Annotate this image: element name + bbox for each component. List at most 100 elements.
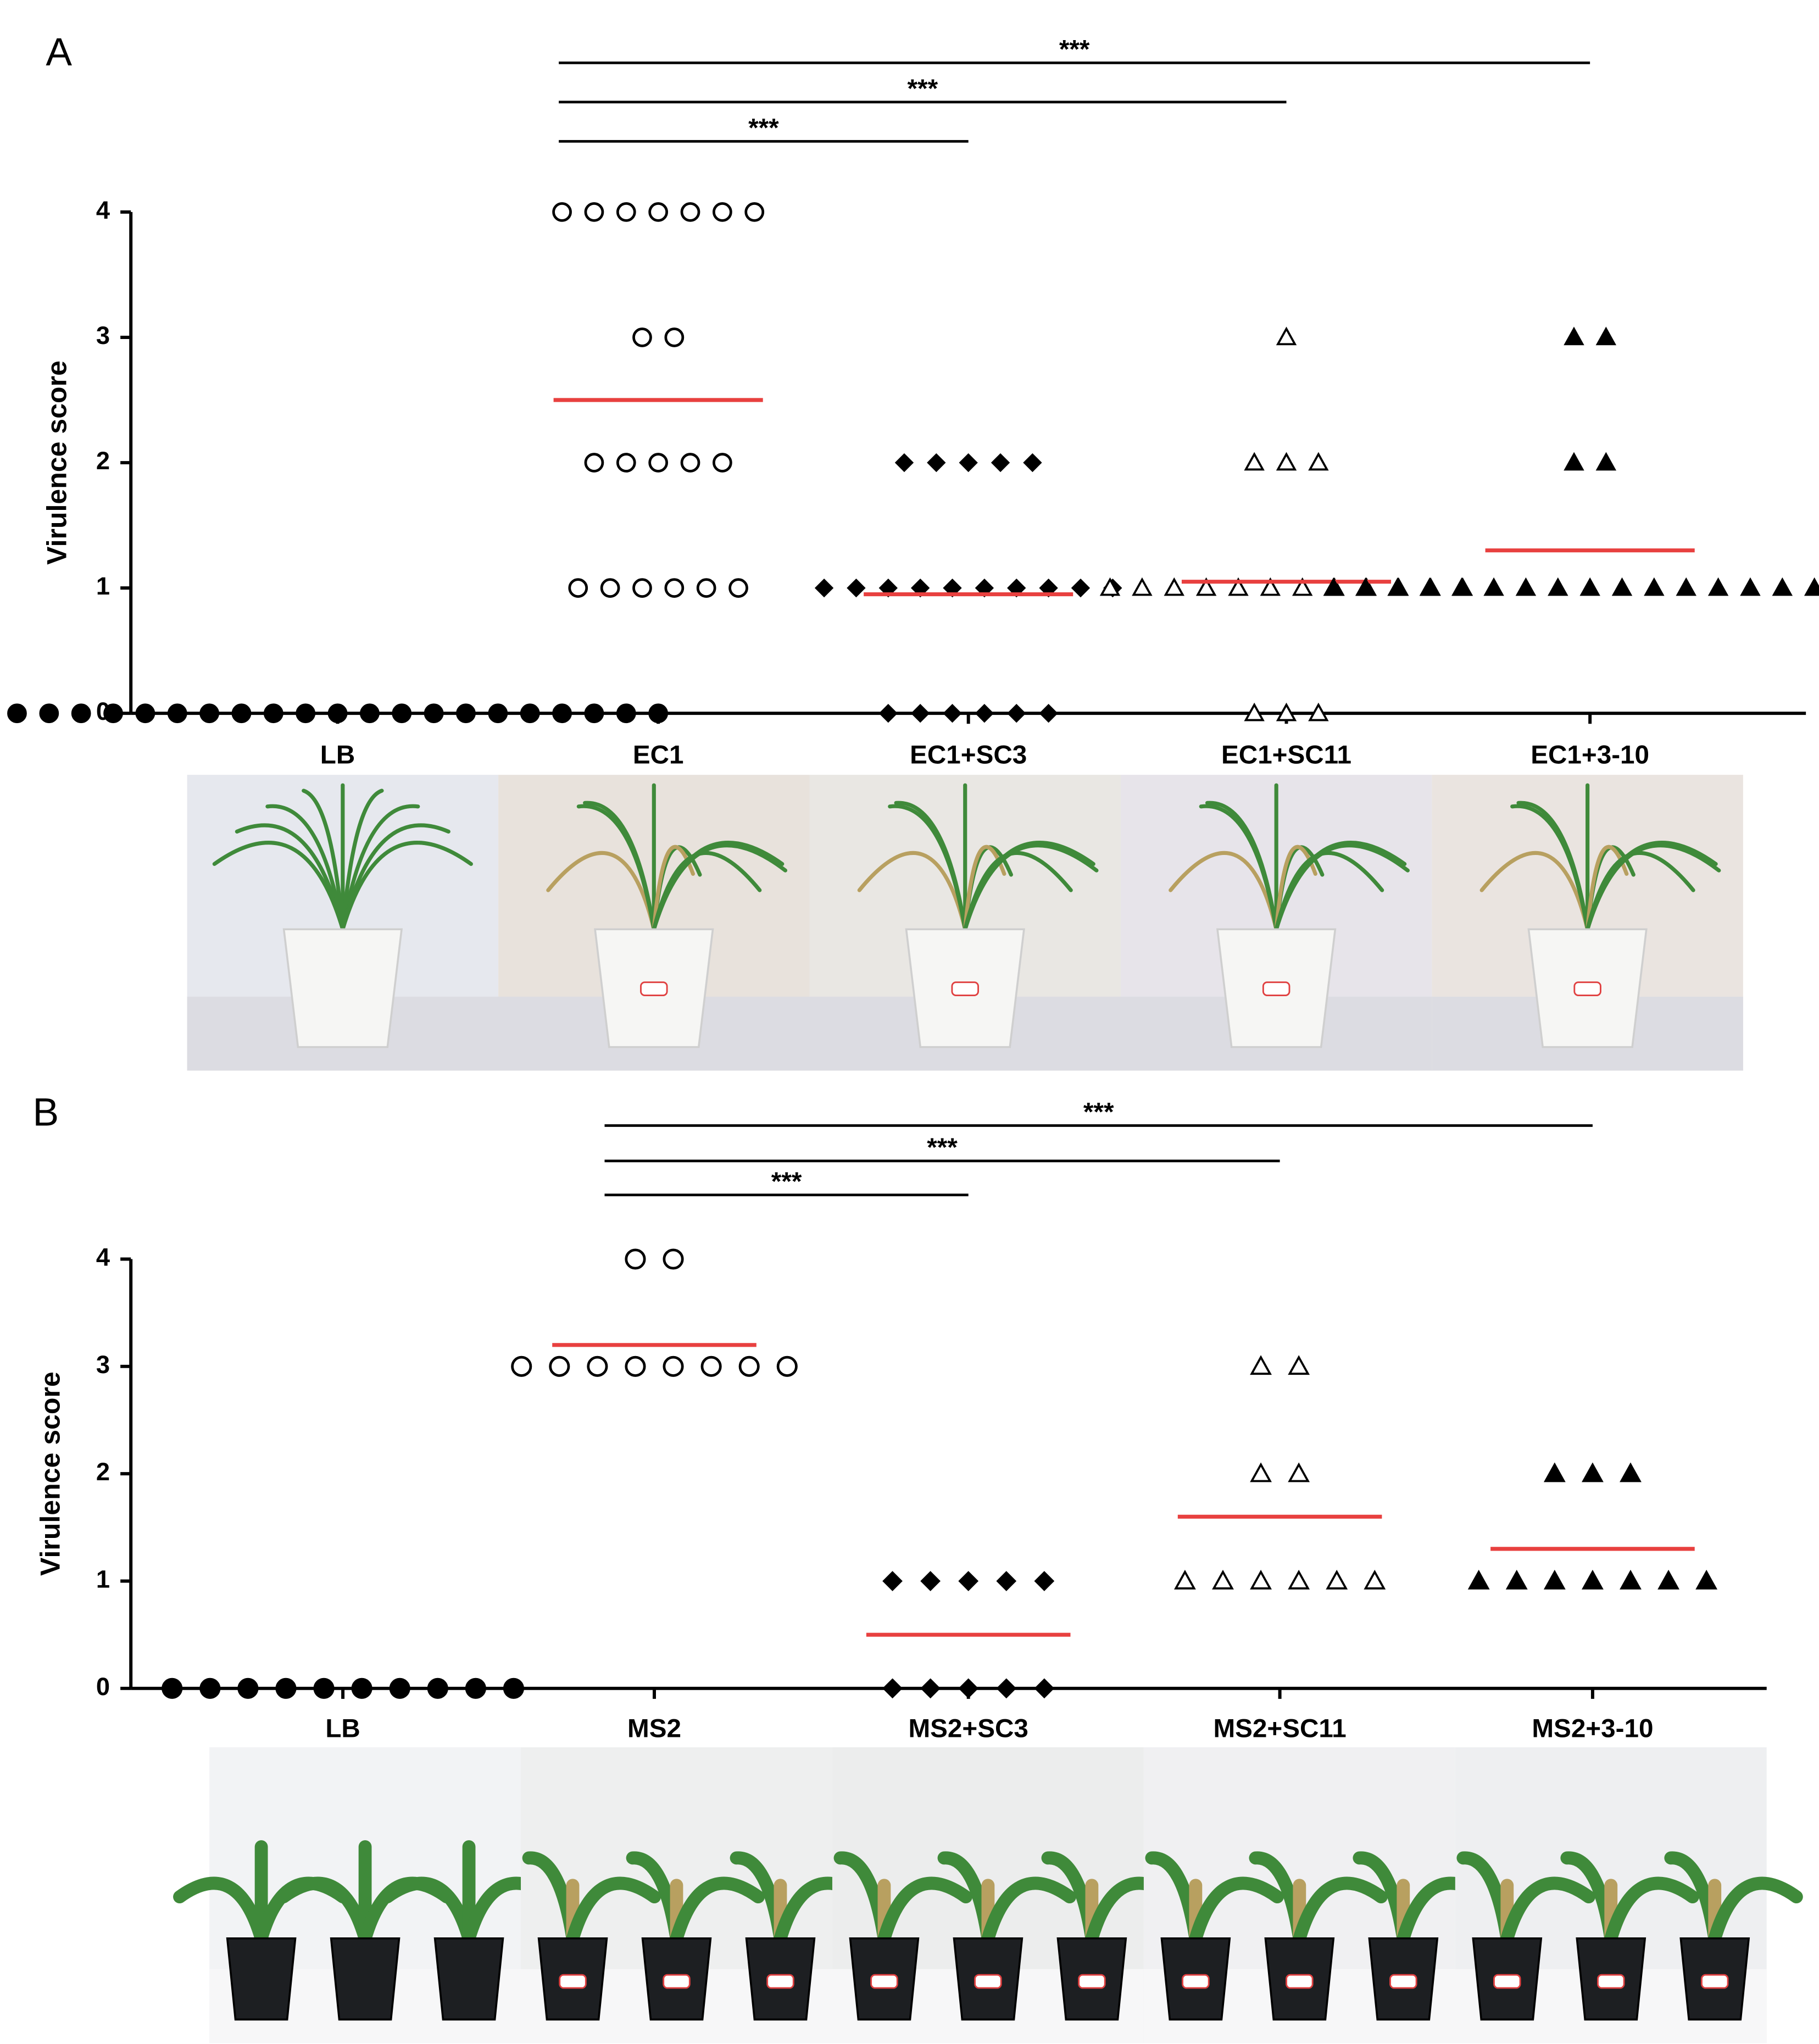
data-point — [664, 327, 685, 347]
data-point — [1034, 1678, 1055, 1699]
data-point — [389, 1678, 410, 1699]
data-point — [39, 703, 59, 724]
y-tick-label: 1 — [96, 572, 110, 600]
data-point — [1288, 1355, 1310, 1375]
data-point — [1244, 702, 1265, 721]
leaf — [1500, 1876, 1595, 1945]
significance-label: *** — [1083, 1098, 1114, 1127]
x-tick-label: EC1+SC11 — [1221, 740, 1351, 769]
data-point — [894, 453, 914, 473]
data-point — [713, 453, 732, 473]
data-point — [7, 703, 27, 724]
data-point — [1581, 1569, 1604, 1590]
leaf — [576, 804, 656, 931]
y-tick-label: 4 — [96, 1243, 110, 1271]
x-tick-label: EC1+SC3 — [910, 740, 1027, 769]
data-point — [199, 703, 219, 724]
data-point — [1292, 577, 1313, 596]
pot-label — [766, 1974, 794, 1989]
data-point — [456, 703, 476, 724]
data-point — [696, 578, 716, 598]
data-point — [552, 703, 572, 724]
data-point — [1195, 577, 1217, 596]
data-point — [625, 1248, 646, 1270]
leaf — [670, 1876, 765, 1945]
data-point — [427, 1678, 448, 1699]
pot-label — [951, 981, 979, 996]
data-point — [1419, 577, 1440, 596]
data-point — [814, 578, 834, 598]
y-tick-label: 2 — [96, 1458, 110, 1486]
leaf — [1274, 845, 1317, 931]
data-point — [1039, 704, 1058, 723]
data-point — [738, 1356, 760, 1377]
data-point — [313, 1678, 335, 1699]
data-point — [1228, 577, 1249, 596]
data-point — [1611, 577, 1633, 596]
data-point — [1007, 704, 1026, 723]
leaf — [546, 851, 656, 931]
data-point — [503, 1678, 524, 1699]
leaf — [1189, 1876, 1284, 1945]
x-tick-label: EC1 — [633, 740, 684, 769]
data-point — [878, 578, 898, 598]
pot-label — [1078, 1974, 1106, 1989]
data-point — [1355, 577, 1376, 596]
leaf — [341, 788, 384, 931]
data-point — [1039, 578, 1058, 598]
data-point — [1579, 577, 1600, 596]
data-point — [1276, 702, 1297, 721]
data-point — [488, 703, 508, 724]
x-tick-label: MS2+SC11 — [1213, 1714, 1346, 1743]
leaf — [277, 1876, 372, 1945]
leaf — [1586, 841, 1718, 931]
data-point — [327, 703, 348, 724]
data-point — [632, 578, 652, 598]
leaf — [341, 841, 473, 931]
data-point — [1644, 577, 1665, 596]
data-point — [552, 202, 572, 222]
leaf — [212, 841, 345, 931]
data-point — [700, 1356, 722, 1377]
data-point — [910, 704, 930, 723]
data-point — [1132, 577, 1153, 596]
data-point — [1543, 1569, 1566, 1590]
data-point — [584, 453, 604, 473]
data-point — [1581, 1462, 1604, 1482]
pot-label — [1262, 981, 1290, 996]
pot-label — [640, 981, 668, 996]
data-point — [1276, 452, 1297, 471]
data-point — [1323, 577, 1344, 596]
data-point — [1657, 1569, 1679, 1590]
data-point — [920, 1678, 941, 1699]
significance-label: *** — [1059, 35, 1090, 64]
data-point — [680, 453, 700, 473]
leaf — [981, 1876, 1076, 1945]
data-point — [1023, 453, 1042, 473]
x-tick-label: EC1+3-10 — [1531, 740, 1649, 769]
data-point — [943, 704, 962, 723]
leaf — [1293, 1876, 1388, 1945]
data-point — [103, 703, 123, 724]
data-point — [728, 578, 748, 598]
data-point — [1620, 1569, 1642, 1590]
data-point — [360, 703, 380, 724]
y-tick-label: 0 — [96, 1673, 110, 1701]
data-point — [1515, 577, 1537, 596]
data-point — [996, 1571, 1017, 1591]
data-point — [1804, 577, 1819, 596]
leaf — [341, 804, 420, 931]
y-axis-label: Virulence score — [35, 1371, 65, 1576]
data-point — [600, 578, 620, 598]
leaf — [1479, 851, 1590, 931]
data-point — [882, 1571, 903, 1591]
data-point — [878, 704, 898, 723]
data-point — [1740, 577, 1761, 596]
leaf — [566, 1876, 661, 1945]
leaf — [652, 845, 696, 931]
data-point — [1308, 452, 1329, 471]
data-point — [664, 578, 685, 598]
pot — [330, 1937, 400, 2021]
panel-letter: B — [33, 1090, 59, 1134]
